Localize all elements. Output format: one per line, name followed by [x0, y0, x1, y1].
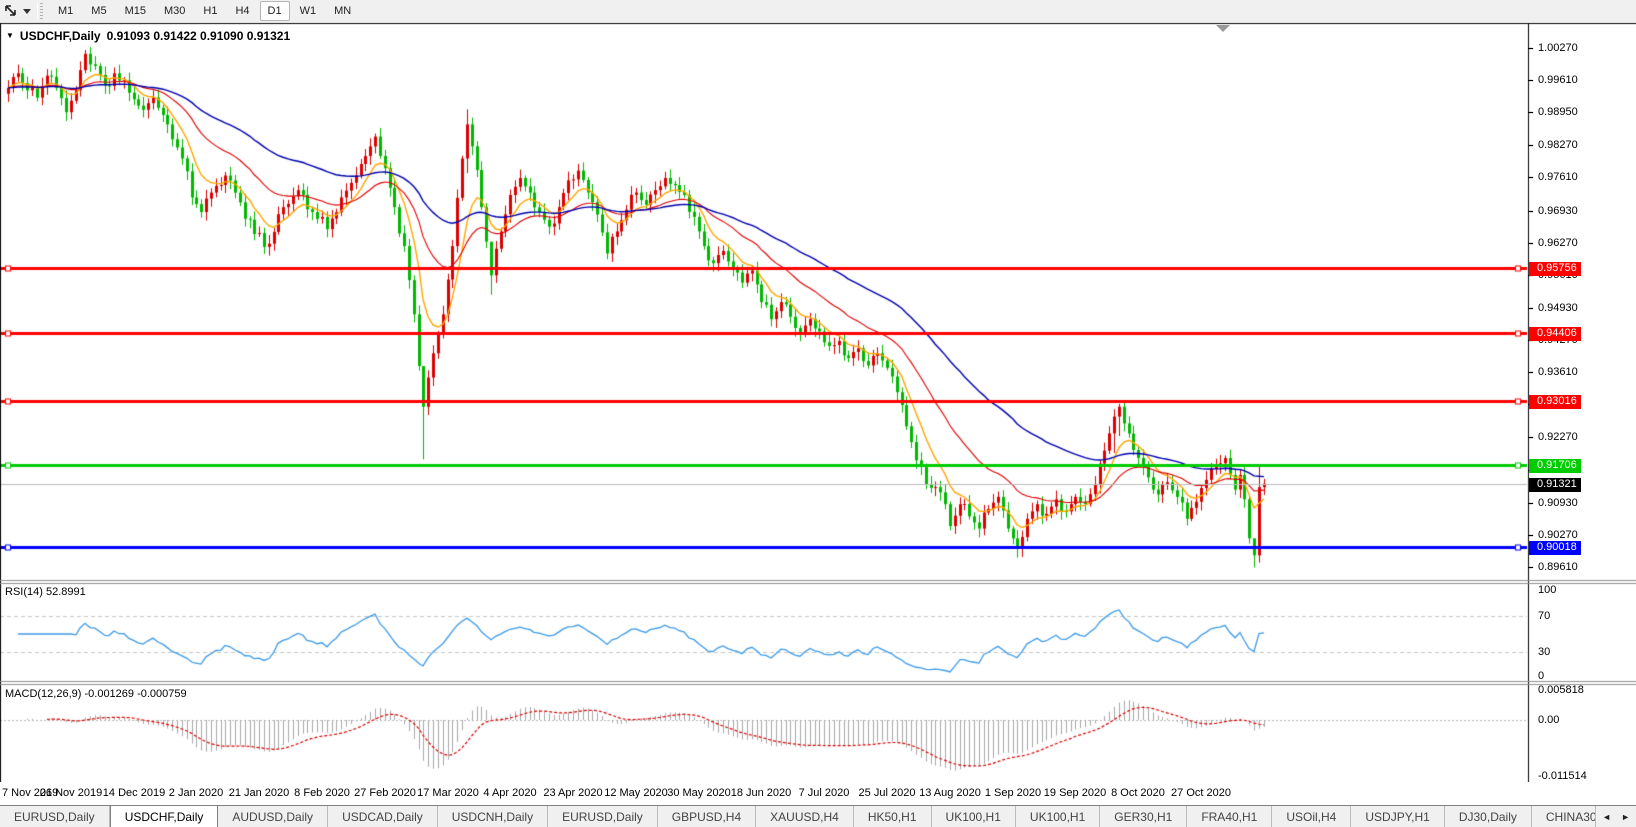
date-label: 4 Apr 2020: [483, 787, 537, 799]
date-label: 7 Jul 2020: [798, 787, 850, 799]
toolbar-grip[interactable]: [37, 3, 45, 19]
date-label: 19 Sep 2020: [1043, 787, 1107, 799]
tab-xauusd-h4[interactable]: XAUUSD,H4: [756, 806, 854, 827]
tab-usdchf-daily[interactable]: USDCHF,Daily: [109, 806, 219, 827]
tab-usdjpy-h1[interactable]: USDJPY,H1: [1351, 806, 1445, 827]
tab-china300-h1[interactable]: CHINA300,H1: [1532, 806, 1595, 827]
tab-usoil-h4[interactable]: USOil,H4: [1272, 806, 1352, 827]
date-label: 21 Jan 2020: [228, 787, 290, 799]
tab-gbpusd-h4[interactable]: GBPUSD,H4: [658, 806, 757, 827]
tab-hk50-h1[interactable]: HK50,H1: [854, 806, 932, 827]
timeframe-button-m5[interactable]: M5: [91, 5, 107, 17]
tab-fra40-h1[interactable]: FRA40,H1: [1187, 806, 1273, 827]
tab-scroll-buttons: ◄ ►: [1595, 806, 1636, 827]
date-axis: 7 Nov 2019 26 Nov 2019 14 Dec 2019 2 Jan 20…: [0, 782, 1636, 805]
chart-window: ▼ USDCHF,Daily 0.91093 0.91422 0.91090 0…: [0, 22, 1636, 782]
timeframe-button-m30[interactable]: M30: [163, 5, 186, 17]
tab-eurusd-daily[interactable]: EURUSD,Daily: [0, 806, 110, 827]
timeframe-button-mn[interactable]: MN: [334, 5, 352, 17]
date-label: 7 Nov 2019: [2, 787, 59, 799]
timeframe-toolbar: M1 M5 M15 M30 H1 H4 D1 W1 MN: [0, 0, 1636, 23]
date-label: 8 Oct 2020: [1111, 787, 1165, 799]
timeframe-button-m15[interactable]: M15: [124, 5, 146, 17]
date-label: 30 May 2020: [667, 787, 731, 799]
timeframe-button-w1[interactable]: W1: [299, 5, 317, 17]
collapse-triangle-icon[interactable]: ▼: [6, 30, 14, 40]
dropdown-caret-icon[interactable]: [23, 8, 31, 14]
date-label: 25 Jul 2020: [858, 787, 916, 799]
timeframe-button-h1[interactable]: H1: [203, 5, 218, 17]
date-label: 8 Feb 2020: [294, 787, 350, 799]
date-label: 17 Mar 2020: [417, 787, 479, 799]
tab-eurusd-daily[interactable]: EURUSD,Daily: [548, 806, 658, 827]
date-label: 27 Feb 2020: [354, 787, 416, 799]
tab-usdcad-daily[interactable]: USDCAD,Daily: [328, 806, 438, 827]
timeframe-button-m1[interactable]: M1: [58, 5, 74, 17]
date-label: 18 Jun 2020: [730, 787, 792, 799]
symbol-tab-bar: EURUSD,Daily USDCHF,Daily AUDUSD,Daily USDC…: [0, 805, 1636, 827]
date-label: 23 Apr 2020: [543, 787, 603, 799]
chart-tool-button[interactable]: [0, 0, 35, 22]
tab-scroll-right-icon[interactable]: ►: [1621, 812, 1630, 822]
symbol-tabs: EURUSD,Daily USDCHF,Daily AUDUSD,Daily USDC…: [0, 806, 1595, 827]
timeframe-button-d1[interactable]: D1: [259, 1, 290, 21]
tab-scroll-left-icon[interactable]: ◄: [1602, 812, 1612, 822]
date-label: 26 Nov 2019: [39, 787, 103, 799]
timeframe-buttons: M1 M5 M15 M30 H1 H4 D1 W1 MN: [49, 0, 360, 22]
tab-uk100-h1[interactable]: UK100,H1: [1016, 806, 1101, 827]
tab-ger30-h1[interactable]: GER30,H1: [1100, 806, 1188, 827]
date-label: 12 May 2020: [604, 787, 668, 799]
date-label: 2 Jan 2020: [168, 787, 224, 799]
date-label: 13 Aug 2020: [919, 787, 981, 799]
date-label: 14 Dec 2019: [102, 787, 166, 799]
tab-usdcnh-daily[interactable]: USDCNH,Daily: [438, 806, 549, 827]
tab-uk100-h1[interactable]: UK100,H1: [932, 806, 1016, 827]
chart-canvas[interactable]: [0, 22, 1636, 782]
chart-cursor-icon: [5, 5, 16, 16]
tab-dj30-daily[interactable]: DJ30,Daily: [1445, 806, 1532, 827]
chart-shift-marker-icon[interactable]: [1216, 25, 1230, 32]
date-label: 27 Oct 2020: [1171, 787, 1231, 799]
date-label: 1 Sep 2020: [984, 787, 1042, 799]
tab-audusd-daily[interactable]: AUDUSD,Daily: [218, 806, 329, 827]
timeframe-button-h4[interactable]: H4: [235, 5, 250, 17]
